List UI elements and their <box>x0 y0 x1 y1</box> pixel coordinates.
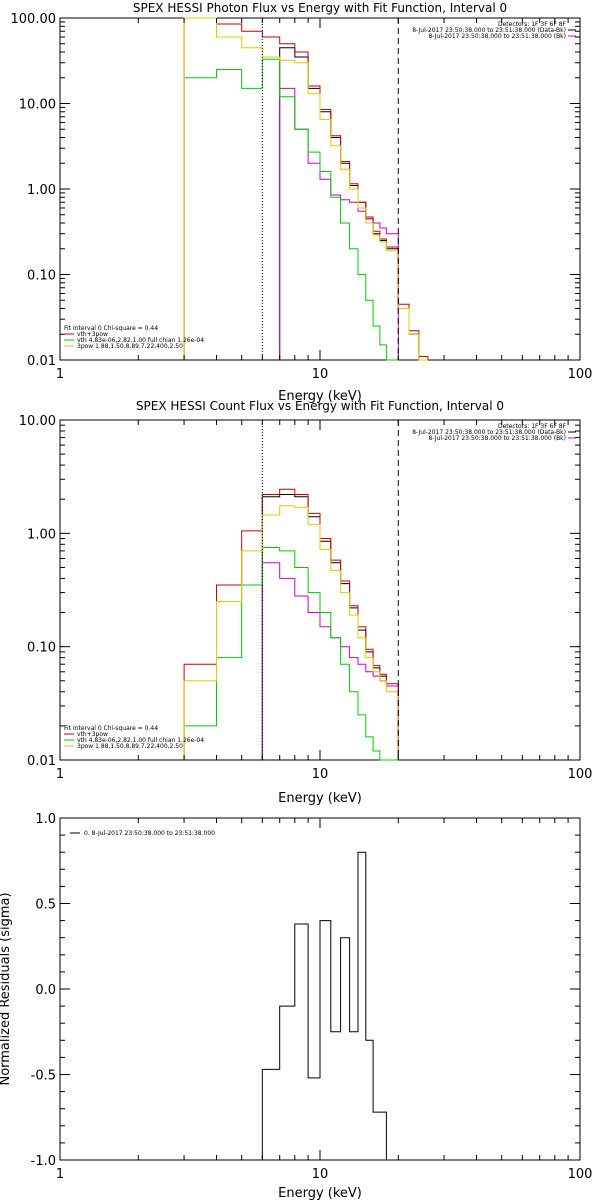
x-tick-label: 10 <box>312 367 329 382</box>
y-tick-label: 100.00 <box>11 12 57 27</box>
series-group <box>183 17 429 361</box>
legend-entry: vth+3pow <box>77 731 108 738</box>
y-axis: 0.01 0.10 1.00 10.00 100.00 <box>11 12 580 369</box>
y-axis-label: Normalized Residuals (sigma) <box>0 892 13 1085</box>
y-tick-label: 0.10 <box>27 269 56 284</box>
y-tick-label: 0.01 <box>27 354 56 369</box>
x-tick-label: 10 <box>312 767 329 782</box>
panel-count-flux: SPEX HESSI Count Flux vs Energy with Fit… <box>19 399 593 806</box>
x-tick-label: 100 <box>568 1167 593 1182</box>
y-tick-label: -0.5 <box>31 1069 56 1084</box>
series-line-vth <box>183 547 399 761</box>
x-tick-label: 100 <box>568 367 593 382</box>
y-tick-label: 1.00 <box>27 183 56 198</box>
x-axis: 1 10 100 <box>56 18 593 382</box>
x-axis-label: Energy (keV) <box>278 1186 362 1200</box>
x-axis: 1 10 100 <box>56 818 593 1182</box>
x-axis-label: Energy (keV) <box>278 791 362 806</box>
y-tick-label: 0.01 <box>27 754 56 769</box>
legend-entry: Detectors: 1F 3F 6F 8F <box>498 423 567 430</box>
legend-entry: Fit Interval 0 Chi-square = 0.44 <box>64 725 158 732</box>
legend-entry: vth 4.83e-06,2.82,1.00 full chian 1.26e-… <box>77 737 204 744</box>
legend-bottom: Fit Interval 0 Chi-square = 0.44vth+3pow… <box>64 325 204 350</box>
x-tick-label: 1 <box>56 767 64 782</box>
y-tick-label: 0.10 <box>27 641 56 656</box>
legend-entry: 3pow 1.88,1.50,8.89,7.22,400,2.50 <box>77 743 183 750</box>
x-axis: 1 10 100 <box>56 420 593 782</box>
legend-entry: vth+3pow <box>77 331 108 338</box>
y-tick-label: 0.0 <box>35 983 56 998</box>
series-line-series <box>261 851 399 1161</box>
chart-title: SPEX HESSI Photon Flux vs Energy with Fi… <box>133 1 507 15</box>
plot-frame <box>59 419 581 761</box>
legend-entry: 8-Jul-2017 23:50:38.000 to 23:51:38.000 … <box>428 435 566 442</box>
y-tick-label: 10.00 <box>19 414 56 429</box>
legend-entry: Detectors: 1F 3F 6F 8F <box>498 21 567 28</box>
legend-entry: vth 4.83e-06,2.82,1.00 full chian 1.26e-… <box>77 337 204 344</box>
legend-bottom: Fit Interval 0 Chi-square = 0.44vth+3pow… <box>64 725 204 750</box>
y-tick-label: 1.00 <box>27 527 56 542</box>
chart-title: SPEX HESSI Count Flux vs Energy with Fit… <box>136 399 504 413</box>
x-tick-label: 10 <box>312 1167 329 1182</box>
legend-entry: 8-Jul-2017 23:50:38.000 to 23:51:38.000 … <box>412 429 566 436</box>
plot-frame <box>59 17 581 361</box>
series-group <box>183 488 399 761</box>
x-tick-label: 1 <box>56 367 64 382</box>
x-tick-label: 100 <box>568 767 593 782</box>
legend-entry: 8-Jul-2017 23:50:38.000 to 23:51:38.000 … <box>428 33 566 40</box>
y-tick-label: -1.0 <box>31 1154 56 1169</box>
series-line-vth <box>183 58 399 361</box>
y-tick-label: 1.0 <box>35 812 56 827</box>
legend-top: 0. 8-Jul-2017 23:50:38.000 to 23:51:38.0… <box>70 830 215 837</box>
x-axis-label: Energy (keV) <box>278 389 362 404</box>
legend-top: Detectors: 1F 3F 6F 8F8-Jul-2017 23:50:3… <box>412 21 576 40</box>
legend-top: Detectors: 1F 3F 6F 8F8-Jul-2017 23:50:3… <box>412 423 576 442</box>
legend-entry: 3pow 1.88,1.50,8.89,7.22,400,2.50 <box>77 343 183 350</box>
series-group <box>261 851 399 1161</box>
y-tick-label: 10.00 <box>19 98 56 113</box>
legend-entry: 0. 8-Jul-2017 23:50:38.000 to 23:51:38.0… <box>84 830 215 837</box>
y-axis: 0.01 0.10 1.00 10.00 <box>19 414 580 769</box>
legend-entry: 8-Jul-2017 23:50:38.000 to 23:51:38.000 … <box>412 27 566 34</box>
series-line-3pow <box>183 17 428 361</box>
series-line-3pow <box>183 505 399 760</box>
panel-residuals: 1 10 100 -1.0 -0.5 0.0 0.5 1.0 Energy (keV) No… <box>0 812 592 1200</box>
reference-lines <box>261 420 399 760</box>
series-line-bk <box>261 562 399 760</box>
y-axis: -1.0 -0.5 0.0 0.5 1.0 <box>31 812 580 1169</box>
series-line-data-bk <box>279 47 428 361</box>
reference-lines <box>261 18 399 360</box>
legend-entry: Fit Interval 0 Chi-square = 0.44 <box>64 325 158 332</box>
y-tick-label: 0.5 <box>35 898 56 913</box>
x-tick-label: 1 <box>56 1167 64 1182</box>
panel-photon-flux: SPEX HESSI Photon Flux vs Energy with Fi… <box>11 1 593 404</box>
